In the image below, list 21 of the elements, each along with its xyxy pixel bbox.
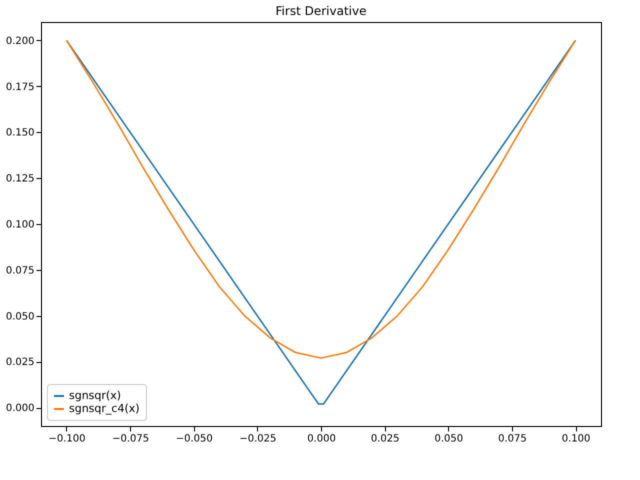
legend-label: sgnsqr(x) [69, 389, 122, 402]
x-tick-label: −0.050 [176, 434, 213, 444]
x-tick-label: 0.025 [370, 434, 400, 444]
chart-title: First Derivative [276, 4, 366, 18]
y-tick-label: 0.000 [6, 403, 34, 414]
y-tick-label: 0.175 [6, 82, 34, 93]
x-tick-label: 0.075 [498, 434, 527, 444]
x-tick-label: −0.075 [112, 434, 150, 444]
y-tick-label: 0.150 [6, 128, 34, 139]
y-tick-label: 0.100 [6, 220, 34, 230]
y-tick-label: 0.125 [6, 174, 34, 185]
legend-label: sgnsqr_c4(x) [69, 402, 140, 415]
x-tick-label: 0.000 [307, 434, 336, 444]
y-tick-label: 0.075 [6, 265, 34, 276]
x-tick-label: 0.050 [434, 434, 464, 444]
x-tick-label: −0.100 [48, 434, 86, 444]
y-tick-label: 0.200 [6, 36, 34, 47]
y-tick-label: 0.050 [6, 311, 34, 322]
x-tick-label: −0.025 [239, 434, 276, 444]
x-tick-label: 0.100 [562, 434, 590, 444]
y-tick-label: 0.025 [6, 357, 34, 368]
